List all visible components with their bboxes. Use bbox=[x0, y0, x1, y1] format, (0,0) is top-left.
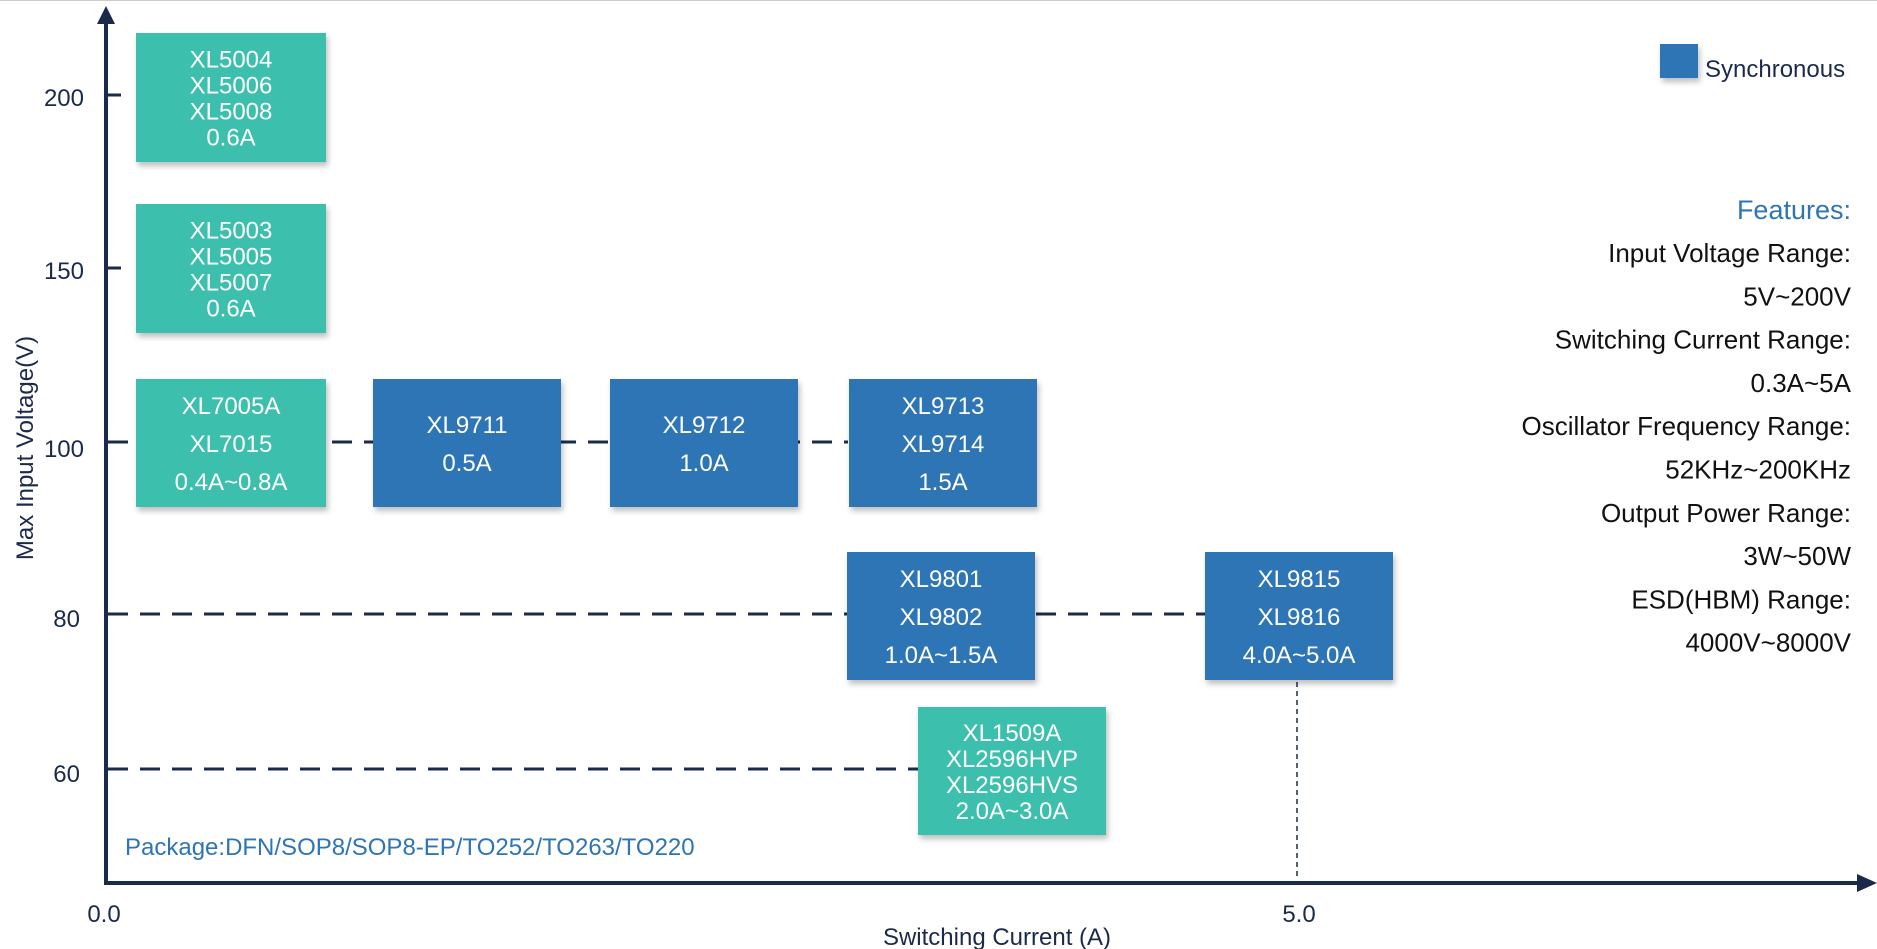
product-box-line: 4.0A~5.0A bbox=[1243, 642, 1356, 669]
x-tick-label-0: 0.0 bbox=[87, 901, 120, 928]
product-box-bg-synchronous bbox=[373, 379, 561, 507]
product-box-line: XL1509A bbox=[963, 720, 1062, 747]
x-axis-arrow bbox=[1857, 874, 1877, 892]
product-box-line: XL5006 bbox=[190, 73, 273, 100]
product-box: XL9713 XL9714 1.5A bbox=[849, 379, 1037, 507]
features-line: ESD(HBM) Range: bbox=[1631, 584, 1851, 614]
product-box: XL9801 XL9802 1.0A~1.5A bbox=[847, 552, 1035, 680]
product-box-line: XL5007 bbox=[190, 270, 273, 297]
y-axis-title: Max Input Voltage(V) bbox=[12, 336, 39, 560]
product-box-line: XL5005 bbox=[190, 244, 273, 271]
product-box-line: XL9815 bbox=[1258, 566, 1341, 593]
product-box-line: 0.4A~0.8A bbox=[175, 469, 288, 496]
product-box-line: XL5003 bbox=[190, 218, 273, 245]
product-box-line: 1.5A bbox=[918, 469, 967, 496]
product-box-line: XL9801 bbox=[900, 566, 983, 593]
product-box-line: XL7015 bbox=[190, 431, 273, 458]
y-tick-label-80: 80 bbox=[53, 606, 80, 633]
product-box-line: XL9712 bbox=[663, 412, 746, 439]
x-axis-title: Switching Current (A) bbox=[883, 924, 1111, 949]
features-line: 52KHz~200KHz bbox=[1665, 455, 1851, 485]
features-line: 4000V~8000V bbox=[1685, 628, 1851, 658]
product-box: XL9711 0.5A bbox=[373, 379, 561, 507]
product-box-line: 0.6A bbox=[206, 296, 255, 323]
product-box: XL7005A XL7015 0.4A~0.8A bbox=[136, 379, 326, 507]
product-box-line: XL7005A bbox=[182, 393, 281, 420]
product-box-line: 0.5A bbox=[442, 450, 491, 477]
product-box-line: XL9714 bbox=[902, 431, 985, 458]
product-box-line: XL9802 bbox=[900, 604, 983, 631]
product-box-line: 0.6A bbox=[206, 125, 255, 152]
product-box-line: 2.0A~3.0A bbox=[956, 798, 1069, 825]
product-boxes: XL5004XL5006XL50080.6AXL5003XL5005XL5007… bbox=[136, 33, 1393, 835]
features-title: Features: bbox=[1737, 195, 1851, 225]
product-box-line: XL9713 bbox=[902, 393, 985, 420]
product-box-line: XL9711 bbox=[427, 412, 508, 439]
features-line: Oscillator Frequency Range: bbox=[1522, 411, 1851, 441]
product-box: XL9712 1.0A bbox=[610, 379, 798, 507]
product-box-bg-synchronous bbox=[610, 379, 798, 507]
legend-label-synchronous: Synchronous bbox=[1705, 56, 1845, 83]
legend: Synchronous bbox=[1660, 44, 1845, 83]
product-box-line: 1.0A bbox=[679, 450, 728, 477]
features-line: Input Voltage Range: bbox=[1608, 238, 1851, 268]
y-tick-label-200: 200 bbox=[44, 85, 84, 112]
product-box-line: XL5008 bbox=[190, 99, 273, 126]
y-tick-label-150: 150 bbox=[44, 258, 84, 285]
product-box-line: 1.0A~1.5A bbox=[885, 642, 998, 669]
features-panel: Features: Input Voltage Range: 5V~200V Swi… bbox=[1522, 195, 1852, 658]
product-box-line: XL2596HVS bbox=[946, 772, 1078, 799]
product-box-line: XL5004 bbox=[190, 47, 273, 74]
y-axis-arrow bbox=[97, 6, 115, 24]
legend-swatch-synchronous bbox=[1660, 44, 1698, 78]
y-tick-label-100: 100 bbox=[44, 436, 84, 463]
product-box-line: XL2596HVP bbox=[946, 746, 1078, 773]
product-box: XL9815 XL9816 4.0A~5.0A bbox=[1205, 552, 1393, 680]
x-tick-label-5: 5.0 bbox=[1282, 901, 1315, 928]
features-line: 5V~200V bbox=[1743, 281, 1851, 311]
guide-lines bbox=[108, 442, 1297, 880]
features-line: 0.3A~5A bbox=[1751, 368, 1852, 398]
features-line: Switching Current Range: bbox=[1555, 325, 1851, 355]
y-tick-label-60: 60 bbox=[53, 761, 80, 788]
package-note: Package:DFN/SOP8/SOP8-EP/TO252/TO263/TO2… bbox=[125, 834, 695, 861]
features-line: 3W~50W bbox=[1743, 541, 1851, 571]
features-line: Output Power Range: bbox=[1601, 498, 1851, 528]
product-box-line: XL9816 bbox=[1258, 604, 1341, 631]
